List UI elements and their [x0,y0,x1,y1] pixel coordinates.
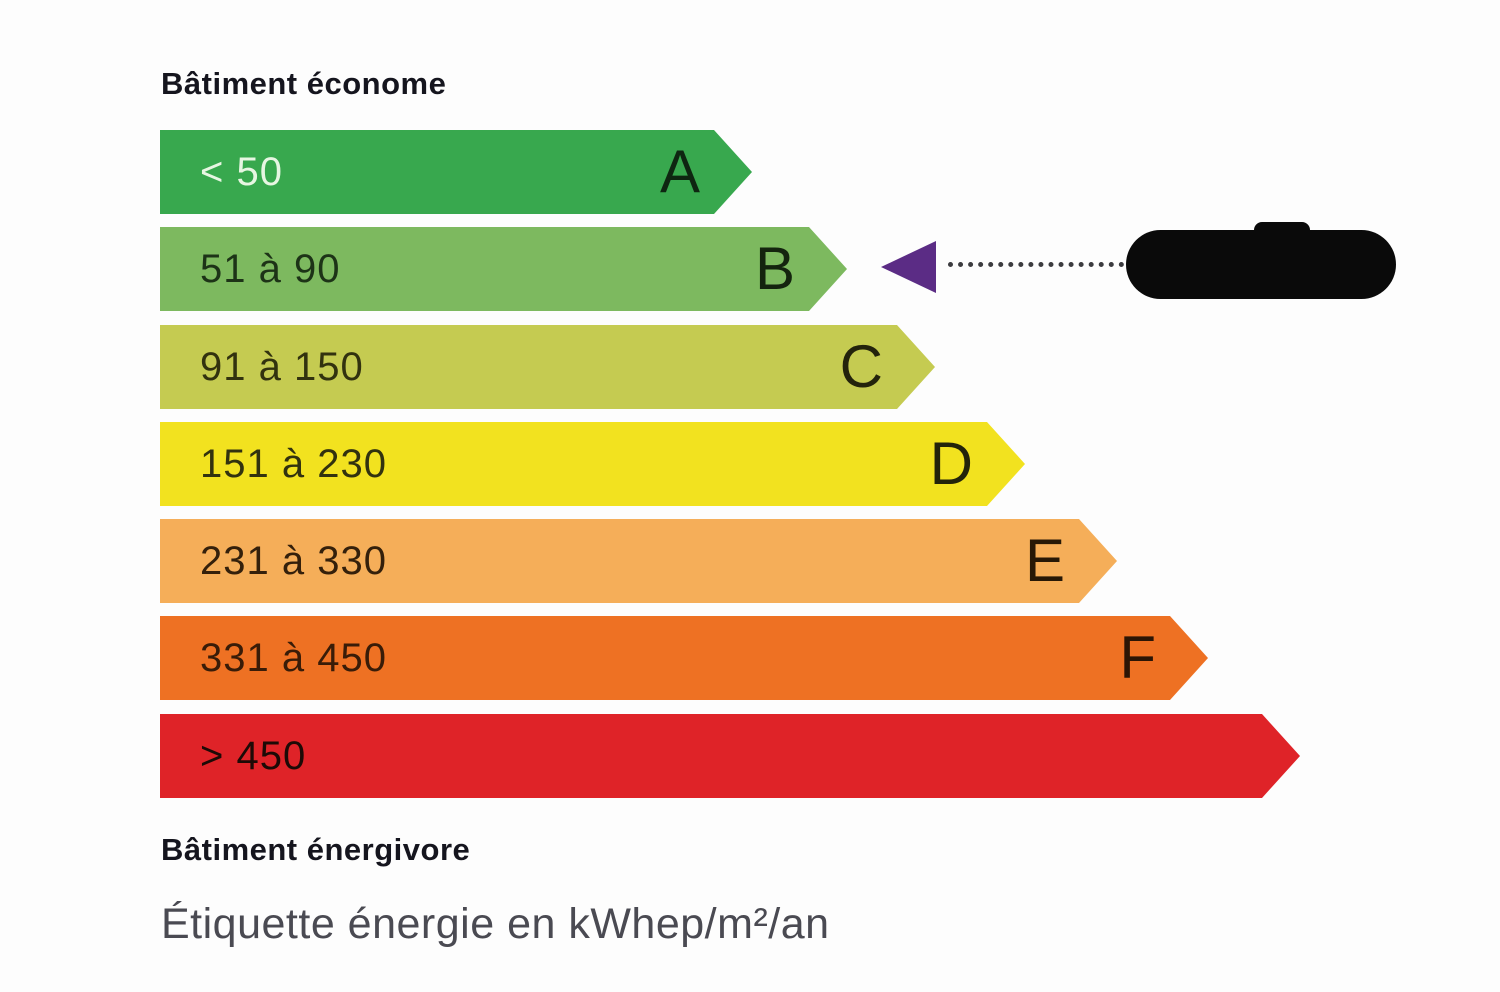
redaction-bump [1254,222,1310,246]
energy-bar-g: > 450 [160,714,1300,798]
redacted-value-blob [1126,222,1396,299]
energy-label-caption: Étiquette énergie en kWhep/m²/an [161,900,830,948]
energy-intensive-building-label: Bâtiment énergivore [161,832,471,867]
energy-class-letter: E [1024,527,1065,594]
energy-range-label: 151 à 230 [200,442,387,486]
energy-class-letter: C [839,333,883,400]
pointer-dotted-line [948,262,1124,267]
energy-class-letter: B [754,235,795,302]
energy-range-label: > 450 [200,734,307,778]
economical-building-label: Bâtiment économe [161,66,447,101]
energy-class-letter: F [1119,624,1156,691]
energy-bar-d: 151 à 230 D [160,422,1025,506]
energy-bar-f: 331 à 450 F [160,616,1208,700]
energy-bar-e: 231 à 330 E [160,519,1117,603]
energy-bar-c: 91 à 150 C [160,325,935,409]
energy-range-label: 91 à 150 [200,345,364,389]
energy-range-label: 331 à 450 [200,636,387,680]
energy-bar-b: 51 à 90 B [160,227,847,311]
energy-range-label: 231 à 330 [200,539,387,583]
energy-bar-a: < 50 A [160,130,752,214]
energy-class-letter: D [929,430,973,497]
current-rating-arrow-icon [881,241,936,293]
energy-range-label: 51 à 90 [200,247,341,291]
energy-class-letter: A [659,138,700,205]
energy-range-label: < 50 [200,150,283,194]
